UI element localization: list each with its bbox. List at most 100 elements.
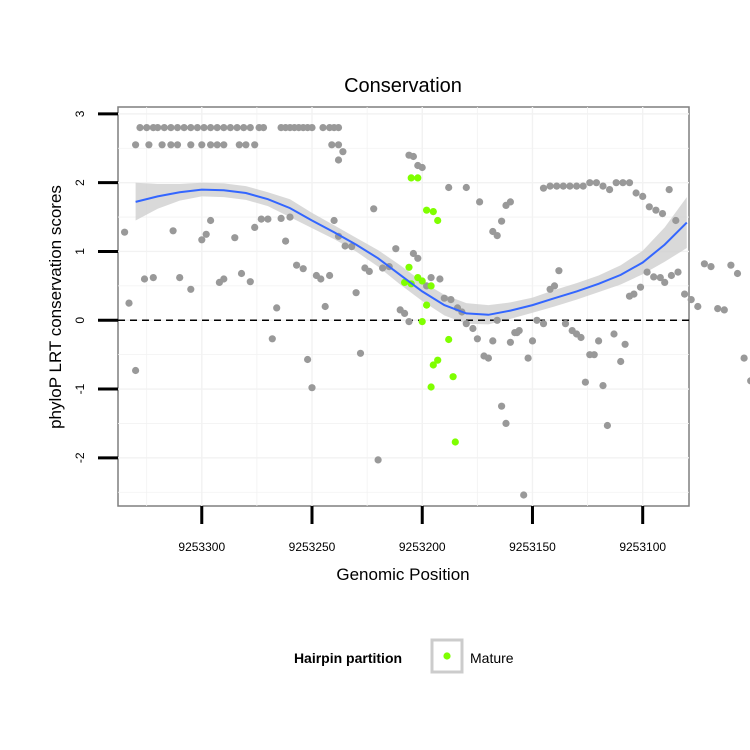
data-point-mature <box>451 438 459 446</box>
data-point <box>200 124 208 132</box>
data-point <box>198 141 206 149</box>
data-point <box>581 378 590 386</box>
data-point <box>149 274 157 282</box>
data-point <box>619 179 627 187</box>
data-point <box>277 214 285 222</box>
data-point <box>173 124 182 132</box>
y-tick-label: 1 <box>73 248 87 255</box>
data-point <box>672 216 680 225</box>
data-point <box>484 354 492 362</box>
data-point <box>418 163 426 172</box>
x-tick-label: 9253300 <box>178 540 225 554</box>
data-point <box>493 316 501 324</box>
data-point <box>319 124 327 132</box>
data-point-mature <box>405 263 413 271</box>
data-point <box>595 337 603 345</box>
data-point <box>687 296 695 304</box>
data-point <box>348 243 356 251</box>
data-point <box>625 179 634 187</box>
data-point <box>352 289 360 297</box>
data-point <box>154 124 162 132</box>
data-point-mature <box>414 174 422 182</box>
data-point <box>160 124 168 132</box>
data-point <box>176 274 184 282</box>
data-point <box>727 261 735 269</box>
data-point <box>747 377 750 385</box>
data-point <box>652 206 660 214</box>
legend-label-mature: Mature <box>470 650 514 666</box>
data-point <box>231 234 239 242</box>
data-point <box>379 264 387 272</box>
data-point-mature <box>427 282 435 290</box>
data-point-mature <box>418 318 426 326</box>
data-point <box>237 269 246 278</box>
data-point <box>145 141 153 149</box>
data-point <box>650 273 658 281</box>
points-other <box>121 124 750 499</box>
data-point-mature <box>434 356 442 364</box>
data-point <box>317 275 325 283</box>
data-point <box>599 382 607 390</box>
data-point <box>304 355 312 364</box>
data-point <box>334 124 343 132</box>
data-point <box>546 182 554 190</box>
data-point <box>246 278 254 286</box>
data-point-mature <box>427 383 435 391</box>
confidence-ribbon <box>135 182 687 325</box>
data-point-mature <box>445 335 453 344</box>
data-point-mature <box>429 208 437 216</box>
data-point <box>502 201 510 209</box>
data-point <box>586 179 594 187</box>
data-point-mature <box>434 216 442 225</box>
data-point <box>539 184 548 192</box>
data-point <box>555 267 563 275</box>
data-point <box>436 275 444 283</box>
data-point <box>700 260 709 268</box>
data-point <box>233 124 241 132</box>
data-point <box>251 223 259 231</box>
data-point <box>167 141 175 149</box>
data-point <box>334 156 343 164</box>
x-axis: 9253300 9253250 9253200 9253150 9253100 <box>178 506 666 554</box>
data-point <box>242 141 250 149</box>
data-point <box>489 337 497 345</box>
data-point <box>476 198 484 206</box>
data-point <box>220 275 228 283</box>
data-point <box>674 268 682 276</box>
data-point <box>207 124 215 132</box>
data-point <box>264 215 272 223</box>
data-point <box>630 290 638 298</box>
data-point <box>632 189 640 197</box>
data-point-mature <box>407 174 415 182</box>
data-point <box>198 236 206 244</box>
data-point <box>193 124 201 132</box>
data-point <box>235 141 243 149</box>
data-point <box>132 141 140 149</box>
data-point <box>612 179 620 187</box>
y-tick-label: 3 <box>73 110 87 117</box>
data-point <box>539 320 548 328</box>
data-point <box>370 205 378 213</box>
data-point <box>321 302 329 311</box>
data-point <box>308 124 316 132</box>
data-point <box>462 183 470 192</box>
data-point <box>566 182 574 190</box>
data-point <box>251 141 259 149</box>
data-point <box>121 228 129 236</box>
data-point <box>282 237 290 245</box>
data-point <box>561 320 570 328</box>
data-point <box>143 124 151 132</box>
data-point <box>158 141 166 149</box>
data-point <box>520 491 528 499</box>
data-point <box>643 268 651 276</box>
data-point <box>559 182 567 190</box>
y-tick-label: -2 <box>73 452 87 463</box>
data-point-mature <box>423 206 431 214</box>
data-point <box>140 275 149 283</box>
legend-key-mature <box>443 652 451 660</box>
data-point <box>286 213 294 221</box>
y-tick-label: -1 <box>73 383 87 394</box>
data-point <box>665 186 673 194</box>
data-point <box>498 217 506 225</box>
